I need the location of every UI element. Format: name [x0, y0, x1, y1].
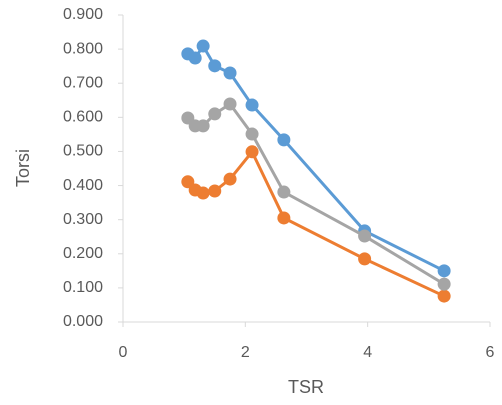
data-point: [196, 186, 210, 200]
data-point: [223, 97, 237, 111]
data-point: [245, 145, 259, 159]
y-tick-label: 0.900: [63, 6, 103, 23]
data-point: [196, 119, 210, 133]
y-tick-label: 0.000: [63, 313, 103, 330]
data-point: [223, 172, 237, 186]
data-point: [245, 127, 259, 141]
y-tick-label: 0.600: [63, 109, 103, 126]
x-axis-title: TSR: [288, 377, 324, 397]
data-point: [196, 39, 210, 53]
y-axis-title: Torsi: [13, 149, 33, 187]
y-tick-label: 0.200: [63, 245, 103, 262]
series-line: [187, 43, 445, 273]
data-point: [208, 184, 222, 198]
y-tick-label: 0.100: [63, 279, 103, 296]
data-point: [245, 98, 259, 112]
data-point: [277, 133, 291, 147]
data-point: [437, 289, 451, 303]
data-point: [277, 185, 291, 199]
data-point: [208, 107, 222, 121]
data-point: [223, 66, 237, 80]
data-point: [358, 229, 372, 243]
x-tick-label: 6: [486, 344, 495, 361]
data-point: [437, 277, 451, 291]
data-point: [208, 59, 222, 73]
data-point: [358, 252, 372, 266]
y-tick-label: 0.400: [63, 177, 103, 194]
series-line: [186, 102, 445, 286]
y-tick-label: 0.700: [63, 74, 103, 91]
y-tick-label: 0.300: [63, 211, 103, 228]
x-tick-label: 4: [363, 344, 372, 361]
x-tick-label: 2: [241, 344, 250, 361]
series-line: [186, 148, 445, 298]
y-tick-label: 0.800: [63, 40, 103, 57]
data-point: [188, 51, 202, 65]
x-tick-label: 0: [119, 344, 128, 361]
data-point: [437, 264, 451, 278]
y-tick-label: 0.500: [63, 143, 103, 160]
data-point: [277, 211, 291, 225]
